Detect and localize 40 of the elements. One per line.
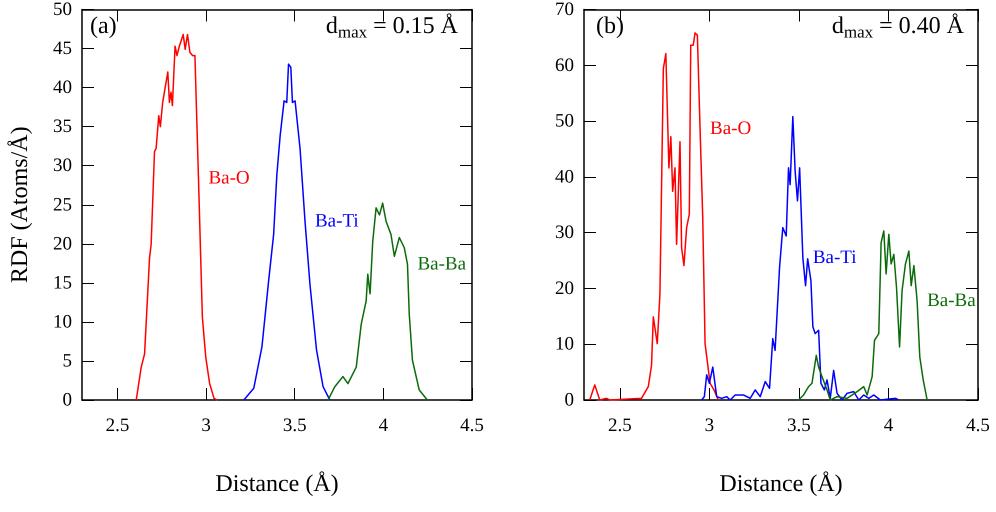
- x-tick-label: 3.5: [787, 415, 811, 436]
- y-tick-label: 30: [555, 222, 574, 244]
- y-tick-label: 30: [53, 155, 72, 176]
- y-tick-label: 20: [555, 278, 574, 299]
- x-tick-label: 3.5: [282, 415, 307, 436]
- x-tick-label: 2.5: [608, 415, 632, 436]
- series-label: Ba-Ba: [417, 254, 467, 275]
- series-label: Ba-Ti: [315, 210, 359, 232]
- y-tick-label: 50: [555, 110, 574, 132]
- y-tick-label: 25: [53, 194, 72, 216]
- series-label: Ba-Ti: [812, 247, 857, 268]
- y-tick-label: 70: [555, 0, 574, 20]
- y-tick-label: 35: [53, 116, 72, 138]
- annotation: (a): [90, 13, 117, 39]
- y-tick-label: 40: [555, 166, 574, 188]
- series-label: Ba-O: [710, 118, 752, 139]
- series-label: Ba-Ba: [927, 290, 976, 312]
- y-tick-label: 50: [53, 0, 72, 20]
- y-tick-label: 0: [62, 390, 72, 410]
- x-tick-label: 4: [884, 415, 894, 436]
- y-tick-label: 45: [53, 38, 72, 60]
- y-axis-title: RDF (Atoms/Å): [7, 126, 33, 284]
- y-tick-label: 10: [555, 334, 574, 355]
- x-tick-label: 4.5: [460, 415, 484, 436]
- y-tick-label: 5: [62, 350, 72, 372]
- annotation: (b): [596, 13, 624, 39]
- series-label: Ba-O: [208, 168, 250, 189]
- x-tick-label: 2.5: [106, 415, 130, 436]
- x-tick-label: 3: [201, 415, 211, 436]
- y-tick-label: 15: [53, 272, 72, 294]
- y-tick-label: 20: [53, 233, 72, 254]
- x-tick-label: 4.5: [966, 415, 990, 436]
- y-tick-label: 40: [53, 77, 72, 98]
- y-tick-label: 60: [555, 54, 574, 76]
- x-tick-label: 4: [378, 415, 389, 436]
- x-tick-label: 3: [704, 415, 714, 436]
- y-tick-label: 0: [564, 390, 574, 410]
- y-tick-label: 10: [53, 311, 72, 332]
- x-axis-title: Distance (Å): [215, 471, 339, 497]
- x-axis-title: Distance (Å): [719, 471, 843, 497]
